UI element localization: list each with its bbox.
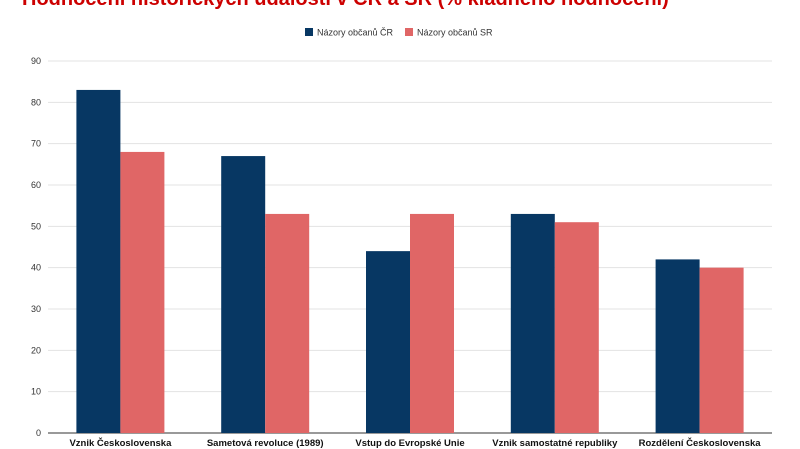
y-tick-label: 0 [36,428,41,438]
y-axis: 0 10 20 30 40 50 60 70 80 90 [31,56,41,438]
y-tick-label: 60 [31,180,41,190]
bar-cr-2 [366,251,410,433]
x-category-label: Sametová revoluce (1989) [207,438,324,449]
bar-sr-3 [554,222,599,433]
bars [76,89,744,434]
bar-cr-0 [76,89,121,433]
bar-cr-3 [510,213,555,433]
y-tick-label: 50 [31,221,41,231]
x-category-label: Vznik Československa [69,437,172,449]
legend: Názory občanů ČR Názory občanů SR [305,28,493,38]
legend-label-sr: Názory občanů SR [417,28,493,38]
x-category-label: Vznik samostatné republiky [492,438,618,449]
bar-cr-4 [655,259,700,433]
y-tick-label: 90 [31,56,41,66]
bar-sr-0 [120,151,165,433]
legend-swatch-cr [305,28,313,36]
bar-sr-4 [699,267,744,433]
x-axis: Vznik Československa Sametová revoluce (1… [69,437,761,449]
chart-title: Hodnocení historických událostí v ČR a S… [22,0,669,11]
y-tick-label: 20 [31,345,41,355]
gridlines [48,60,772,434]
y-tick-label: 80 [31,97,41,107]
y-tick-label: 40 [31,263,41,273]
x-category-label: Vstup do Evropské Unie [355,438,464,449]
bar-sr-2 [410,213,454,433]
y-tick-label: 30 [31,304,41,314]
bar-sr-1 [265,213,310,433]
y-tick-label: 70 [31,139,41,149]
y-tick-label: 10 [31,387,41,397]
legend-label-cr: Názory občanů ČR [317,28,394,38]
x-category-label: Rozdělení Československa [639,437,762,449]
legend-swatch-sr [405,28,413,36]
bar-cr-1 [221,156,266,434]
